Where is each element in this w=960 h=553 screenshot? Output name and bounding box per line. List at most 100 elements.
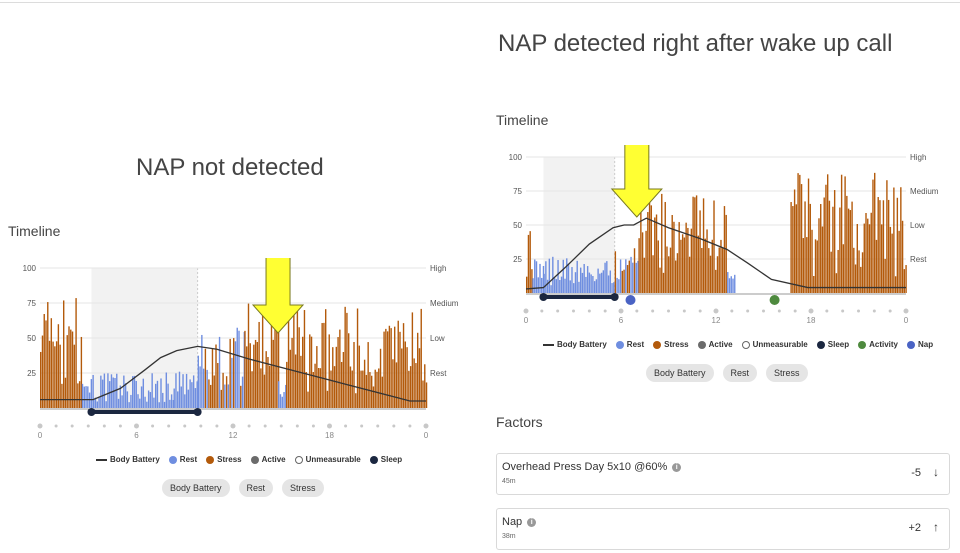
stress-bar	[655, 214, 658, 293]
rest-bar	[535, 261, 538, 293]
timeline-dot	[888, 309, 892, 313]
stress-bar	[425, 382, 428, 408]
stress-bar	[868, 224, 871, 293]
rest-bar	[185, 373, 188, 408]
stress-bar	[244, 330, 246, 408]
stress-bar	[861, 252, 864, 293]
dot-swatch-icon	[615, 340, 624, 349]
stress-bar	[204, 348, 207, 408]
stress-bar	[527, 234, 530, 293]
rest-bar	[119, 385, 122, 408]
zone-label: Medium	[910, 187, 939, 196]
right-chart-legend: Body Battery Rest Stress Active Unmeasurable…	[543, 340, 933, 349]
stress-bar	[807, 178, 810, 293]
stress-bar	[291, 337, 293, 408]
rest-bar	[600, 272, 603, 293]
rest-bar	[546, 279, 549, 293]
stress-bar	[640, 198, 642, 293]
stress-bar	[668, 256, 670, 293]
zone-label: Low	[430, 334, 445, 343]
stress-bar	[623, 269, 625, 293]
rest-bar	[153, 397, 155, 408]
x-tick-label: 0	[524, 316, 529, 325]
stress-bar	[809, 203, 811, 293]
stress-bar	[270, 317, 273, 408]
rest-bar	[196, 381, 198, 408]
legend-label: Unmeasurable	[305, 455, 361, 464]
series-toggle-button[interactable]: Body Battery	[162, 479, 230, 497]
legend-item: Stress	[653, 340, 689, 349]
rest-bar	[607, 275, 610, 293]
stress-bar	[217, 363, 219, 408]
stress-bar	[307, 391, 309, 408]
rest-bar	[564, 278, 566, 293]
rest-bar	[90, 379, 93, 408]
rest-bar	[218, 336, 221, 408]
factor-duration: 45m	[502, 478, 516, 485]
rest-bar	[170, 394, 173, 408]
stress-bar	[73, 344, 76, 408]
body-battery-line	[40, 345, 426, 402]
stress-bar	[388, 325, 391, 408]
stress-bar	[837, 249, 839, 293]
stress-bar	[874, 172, 876, 293]
stress-bar	[41, 335, 44, 408]
rest-bar	[92, 374, 94, 408]
timeline-dot	[167, 424, 171, 428]
stress-bar	[256, 341, 259, 408]
factor-card[interactable]: Overhead Press Day 5x10 @60% i 45m -5 ↓	[496, 453, 950, 495]
stress-bar	[706, 229, 708, 293]
stress-bar	[289, 349, 292, 408]
stress-bar	[851, 201, 853, 293]
timeline-dot	[872, 309, 876, 313]
stress-bar	[806, 237, 808, 293]
stress-bar	[804, 201, 806, 293]
stress-bar	[43, 314, 45, 408]
rest-bar	[532, 278, 534, 293]
series-toggle-button[interactable]: Stress	[282, 479, 324, 497]
series-toggle-button[interactable]: Body Battery	[646, 364, 714, 382]
stress-bar	[40, 351, 42, 408]
series-toggle-button[interactable]: Rest	[238, 479, 274, 497]
y-tick-label: 75	[513, 187, 522, 196]
rest-bar	[637, 260, 639, 293]
stress-bar	[674, 260, 677, 293]
legend-item: Unmeasurable	[741, 340, 808, 349]
rest-bar	[578, 281, 580, 293]
line-swatch-icon	[96, 458, 107, 461]
rest-bar	[567, 263, 570, 293]
info-icon[interactable]: i	[672, 463, 682, 472]
rest-bar	[142, 378, 145, 408]
rest-bar	[163, 401, 166, 408]
legend-label: Unmeasurable	[752, 340, 808, 349]
stress-bar	[392, 359, 394, 408]
stress-bar	[310, 336, 313, 408]
stress-bar	[411, 312, 414, 408]
rest-bar	[234, 341, 237, 408]
stress-bar	[887, 199, 890, 293]
stress-bar	[626, 265, 629, 293]
stress-bar	[390, 328, 392, 408]
rest-bar	[192, 375, 195, 408]
timeline-dot	[635, 309, 639, 313]
factor-card[interactable]: Nap i 38m +2 ↑	[496, 508, 950, 550]
stress-bar	[842, 244, 845, 293]
stress-bar	[905, 265, 907, 293]
right-timeline-label: Timeline	[496, 112, 549, 128]
stress-bar	[833, 190, 836, 293]
stress-bar	[374, 369, 376, 408]
series-toggle-button[interactable]: Rest	[722, 364, 758, 382]
stress-bar	[893, 187, 895, 293]
info-icon[interactable]: i	[527, 518, 537, 527]
stress-bar	[351, 370, 353, 408]
rest-bar	[128, 402, 130, 408]
rest-bar	[590, 274, 592, 293]
stress-bar	[699, 210, 701, 293]
rest-bar	[107, 373, 109, 408]
stress-bar	[654, 217, 656, 293]
series-toggle-button[interactable]: Stress	[766, 364, 808, 382]
rest-bar	[597, 268, 599, 293]
stress-bar	[870, 212, 872, 293]
legend-item: Active	[697, 340, 733, 349]
rest-bar	[732, 278, 734, 293]
